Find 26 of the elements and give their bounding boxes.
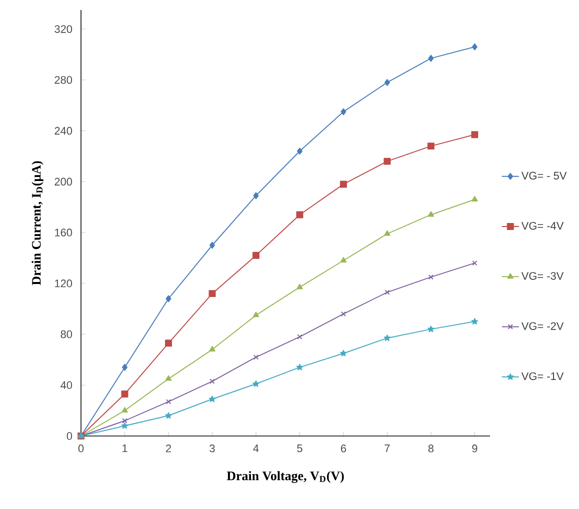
y-tick-label: 80 bbox=[60, 330, 72, 338]
y-tick-label: 160 bbox=[55, 228, 72, 236]
legend-label: VG= -3V bbox=[521, 272, 564, 280]
legend-label: VG= -1V bbox=[521, 372, 564, 380]
x-tick-label: 3 bbox=[210, 444, 215, 452]
y-tick-label: 200 bbox=[54, 178, 72, 186]
y-tick-label: 40 bbox=[60, 381, 72, 390]
x-tick-label: 0 bbox=[78, 444, 84, 452]
x-tick-label: 6 bbox=[340, 444, 346, 452]
x-tick-label: 8 bbox=[428, 444, 434, 452]
x-tick-label: 2 bbox=[166, 444, 171, 452]
x-tick-label: 5 bbox=[297, 444, 302, 452]
x-tick-label: 4 bbox=[253, 444, 259, 452]
y-tick-label: 120 bbox=[55, 280, 72, 288]
y-axis-title: Drain Current, I$_{D}$(µA) bbox=[32, 161, 44, 286]
legend-label: VG= -4V bbox=[521, 222, 564, 230]
y-tick-label: 240 bbox=[54, 126, 72, 135]
y-tick-label: 280 bbox=[54, 76, 72, 84]
x-tick-label: 9 bbox=[472, 444, 478, 452]
x-tick-label: 1 bbox=[122, 444, 128, 452]
y-tick-label: 320 bbox=[54, 25, 72, 33]
legend-label: VG= - 5V bbox=[521, 172, 567, 180]
x-tick-label: 7 bbox=[384, 444, 390, 452]
legend-label: VG= -2V bbox=[521, 322, 564, 330]
x-axis-title: Drain Voltage, V$_{D}$(V) bbox=[226, 471, 344, 483]
y-tick-label: 0 bbox=[66, 432, 72, 440]
